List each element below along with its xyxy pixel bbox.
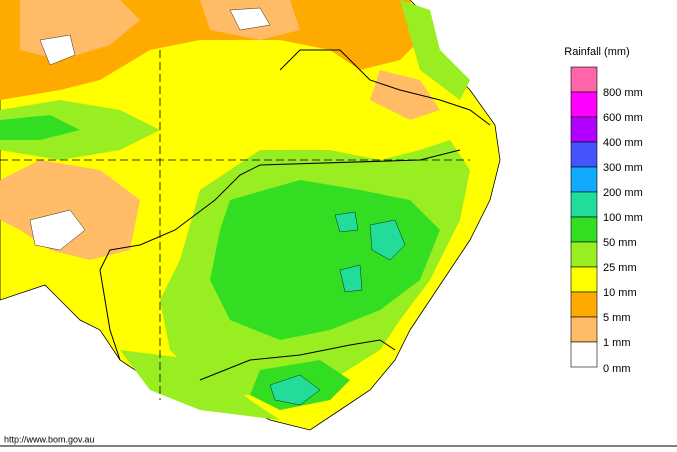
- footer-url: http://www.bom.gov.au: [4, 434, 94, 444]
- legend: 800 mm 600 mm 400 mm 300 mm 200 mm 100 mm 50 m…: [570, 66, 643, 375]
- legend-swatch: [570, 166, 598, 193]
- legend-swatch: [570, 66, 598, 93]
- legend-swatch: [570, 241, 598, 268]
- legend-label: 400 mm: [603, 137, 643, 149]
- legend-swatch: [570, 216, 598, 243]
- legend-label: 300 mm: [603, 162, 643, 174]
- legend-label: 50 mm: [603, 237, 637, 249]
- legend-label: 25 mm: [603, 262, 637, 274]
- legend-swatch: [570, 141, 598, 168]
- legend-title: Rainfall (mm): [564, 46, 629, 58]
- legend-label: 1 mm: [603, 337, 631, 349]
- legend-swatch: [570, 91, 598, 118]
- legend-swatch: [570, 341, 598, 368]
- legend-label: 100 mm: [603, 212, 643, 224]
- state-border: [199, 339, 396, 381]
- state-border: [279, 49, 491, 126]
- rain-100mm: [269, 211, 406, 406]
- legend-label: 5 mm: [603, 312, 631, 324]
- state-border: [99, 149, 461, 361]
- rain-50mm: [0, 115, 440, 410]
- legend-label: 0 mm: [603, 363, 631, 375]
- legend-swatch: [570, 116, 598, 143]
- legend-label: 10 mm: [603, 287, 637, 299]
- legend-label: 800 mm: [603, 87, 643, 99]
- legend-label: 600 mm: [603, 112, 643, 124]
- legend-swatch: [570, 291, 598, 318]
- legend-swatch: [570, 191, 598, 218]
- rain-5mm: [0, 0, 440, 260]
- legend-label: 200 mm: [603, 187, 643, 199]
- legend-swatch: [570, 266, 598, 293]
- legend-swatch: [570, 316, 598, 343]
- rain-1mm: [29, 7, 271, 251]
